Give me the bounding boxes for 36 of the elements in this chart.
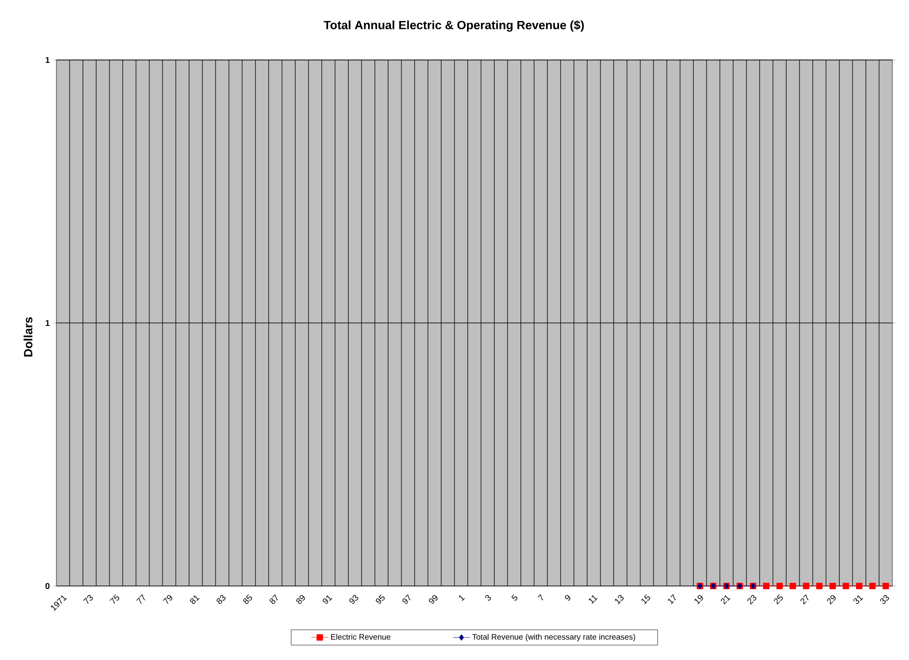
x-tick-label: 33 bbox=[880, 594, 890, 604]
x-tick-label: 21 bbox=[720, 595, 730, 605]
x-tick-label: 79 bbox=[162, 595, 172, 604]
x-tick-label: 97 bbox=[402, 594, 410, 604]
x-tick-label: 29 bbox=[827, 595, 836, 605]
y-tick-label: 1 bbox=[46, 320, 50, 326]
x-tick-label: 27 bbox=[800, 594, 809, 605]
x-tick-label: 1 bbox=[459, 595, 465, 601]
x-tick-label: 5 bbox=[511, 594, 518, 601]
x-tick-label: 31 bbox=[854, 595, 864, 604]
x-tick-label: 83 bbox=[216, 594, 226, 604]
y-tick-label: 1 bbox=[46, 57, 50, 63]
x-tick-label: 19 bbox=[694, 595, 704, 604]
x-tick-label: 81 bbox=[190, 595, 200, 604]
x-tick-label: 73 bbox=[83, 594, 93, 604]
x-tick-label: 3 bbox=[485, 594, 491, 601]
y-axis-title: Dollars bbox=[24, 317, 32, 356]
x-tick-label: 13 bbox=[614, 594, 624, 604]
x-tick-label: 15 bbox=[641, 594, 650, 604]
x-tick-label: 91 bbox=[322, 595, 332, 604]
x-tick-label: 87 bbox=[270, 594, 278, 604]
x-tick-label: 85 bbox=[243, 594, 252, 604]
x-tick-label: 77 bbox=[136, 594, 146, 604]
y-tick-label: 0 bbox=[45, 582, 50, 589]
x-tick-label: 7 bbox=[538, 594, 544, 600]
x-tick-label: 95 bbox=[376, 594, 385, 604]
x-tick-label: 11 bbox=[588, 595, 598, 604]
x-tick-label: 89 bbox=[296, 595, 305, 604]
x-tick-label: 9 bbox=[564, 595, 570, 601]
x-tick-label: 93 bbox=[349, 594, 358, 604]
x-tick-label: 25 bbox=[774, 594, 783, 605]
x-tick-label: 99 bbox=[428, 595, 438, 604]
x-tick-label: 23 bbox=[747, 594, 756, 605]
x-tick-label: 17 bbox=[668, 594, 676, 604]
chart-title: Total Annual Electric & Operating Revenue ($) bbox=[324, 20, 584, 32]
x-tick-label: 75 bbox=[110, 594, 120, 604]
